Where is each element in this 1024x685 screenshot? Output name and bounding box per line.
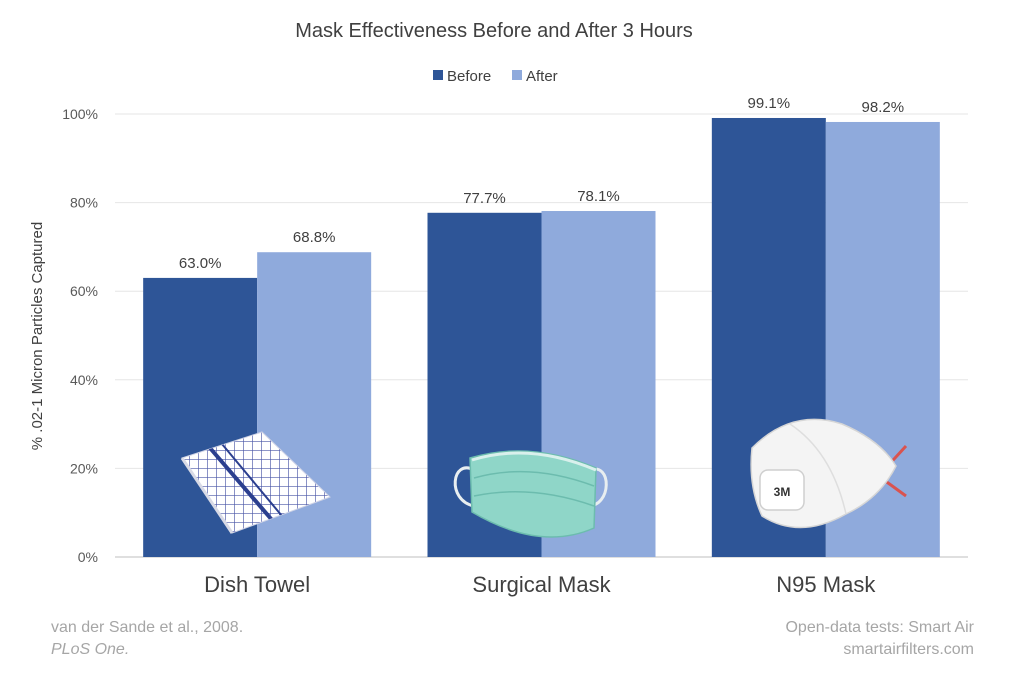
y-tick-label: 100% [62, 106, 98, 122]
y-tick-label: 0% [78, 549, 98, 565]
n95-mask-photo: 3M [750, 418, 908, 529]
data-label: 99.1% [748, 95, 791, 112]
y-tick-label: 20% [70, 460, 98, 476]
n95-mask-logo: 3M [774, 485, 791, 499]
category-label: Dish Towel [204, 572, 310, 597]
data-label: 77.7% [463, 190, 506, 207]
source-citation: van der Sande et al., 2008. PLoS One. [51, 617, 243, 661]
y-tick-label: 60% [70, 283, 98, 299]
category-label: N95 Mask [776, 572, 876, 597]
legend-swatch-before [433, 70, 443, 80]
data-label: 98.2% [862, 99, 905, 116]
data-label: 63.0% [179, 255, 222, 272]
y-axis-ticks: 0% 20% 40% 60% 80% 100% [62, 106, 98, 565]
data-label: 68.8% [293, 229, 336, 246]
source-credit: Open-data tests: Smart Air smartairfilte… [785, 617, 974, 661]
category-labels: Dish Towel Surgical Mask N95 Mask [204, 572, 876, 597]
source-citation-line1: van der Sande et al., 2008. [51, 619, 244, 636]
source-citation-journal: PLoS One. [51, 641, 130, 658]
y-tick-label: 80% [70, 195, 98, 211]
legend-label-before: Before [447, 68, 491, 85]
category-label: Surgical Mask [472, 572, 611, 597]
y-axis-label: % .02-1 Micron Particles Captured [29, 222, 46, 450]
chart-title: Mask Effectiveness Before and After 3 Ho… [295, 20, 693, 42]
legend: Before After [433, 68, 558, 85]
source-credit-website: smartairfilters.com [843, 641, 974, 658]
y-tick-label: 40% [70, 372, 98, 388]
legend-swatch-after [512, 70, 522, 80]
data-label: 78.1% [577, 188, 620, 205]
legend-label-after: After [526, 68, 558, 85]
dish-towel-photo [180, 431, 331, 534]
source-credit-line1: Open-data tests: Smart Air [785, 619, 974, 636]
surgical-mask-photo [453, 450, 608, 538]
